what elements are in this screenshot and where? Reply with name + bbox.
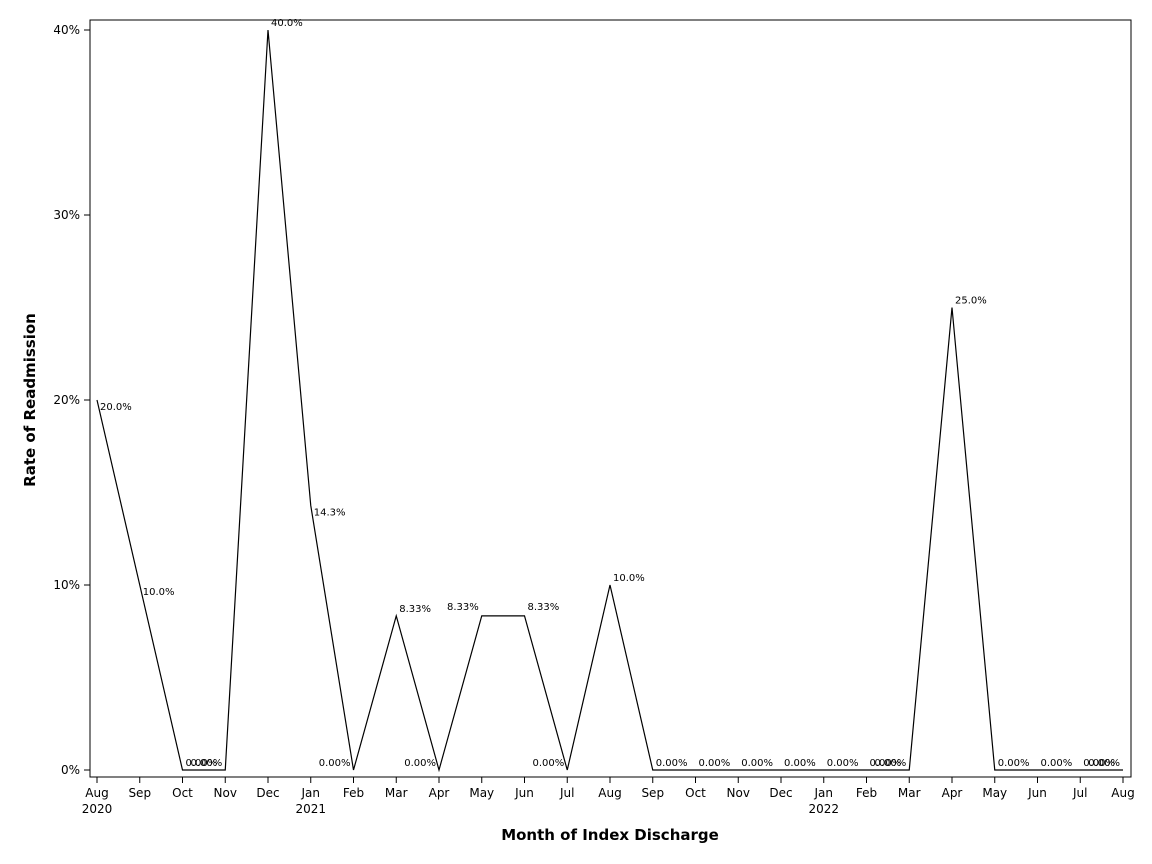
data-label: 0.00% (870, 758, 902, 769)
data-label: 0.00% (874, 758, 906, 769)
data-label: 10.0% (143, 587, 175, 598)
data-label: 25.0% (955, 296, 987, 307)
x-tick-label: Dec (769, 786, 792, 800)
y-axis-title: Rate of Readmission (21, 313, 39, 487)
data-label: 0.00% (1083, 758, 1115, 769)
x-axis: Aug 2020 Sep Oct Nov Dec Jan 2021 Feb Mar Apr May Ju… (82, 777, 1135, 816)
data-label: 0.00% (656, 758, 688, 769)
x-tick-label: Apr (942, 786, 963, 800)
data-label: 0.00% (532, 758, 564, 769)
x-tick-label: Sep (641, 786, 664, 800)
x-tick-year-label: 2021 (295, 802, 326, 816)
data-label: 0.00% (827, 758, 859, 769)
x-tick-label: Oct (172, 786, 193, 800)
x-tick-year-label: 2022 (808, 802, 839, 816)
data-label: 0.00% (784, 758, 816, 769)
y-tick-label: 0% (61, 763, 80, 777)
data-label: 0.00% (699, 758, 731, 769)
x-tick-label: Sep (128, 786, 151, 800)
data-label: 0.00% (404, 758, 436, 769)
x-tick-label: Aug (85, 786, 108, 800)
y-tick-label: 10% (53, 578, 80, 592)
x-tick-label: Jun (1027, 786, 1047, 800)
data-label: 0.00% (1041, 758, 1073, 769)
x-tick-year-label: 2020 (82, 802, 113, 816)
x-tick-label: Apr (429, 786, 450, 800)
data-label: 10.0% (613, 573, 645, 584)
x-tick-label: Nov (214, 786, 237, 800)
x-tick-label: Mar (385, 786, 408, 800)
data-labels: 20.0%10.0%0.00%0.00%40.0%14.3%0.00%8.33%… (100, 18, 1120, 769)
x-axis-title: Month of Index Discharge (501, 826, 719, 844)
x-tick-label: May (469, 786, 494, 800)
series (96, 29, 1123, 773)
y-tick-label: 30% (53, 208, 80, 222)
data-label: 20.0% (100, 402, 132, 413)
y-tick-label: 40% (53, 23, 80, 37)
data-label: 8.33% (399, 604, 431, 615)
data-label: 0.00% (186, 758, 218, 769)
y-tick-label: 20% (53, 393, 80, 407)
x-tick-label: Oct (685, 786, 706, 800)
data-label: 8.33% (447, 602, 479, 613)
x-tick-label: Feb (856, 786, 877, 800)
data-label: 0.00% (319, 758, 351, 769)
x-tick-label: Jun (514, 786, 534, 800)
data-label: 14.3% (314, 507, 346, 518)
x-tick-label: Nov (727, 786, 750, 800)
x-tick-label: Jan (301, 786, 321, 800)
x-tick-label: Dec (256, 786, 279, 800)
x-tick-label: Jul (1072, 786, 1087, 800)
x-tick-label: Feb (343, 786, 364, 800)
x-tick-label: May (982, 786, 1007, 800)
x-tick-label: Aug (1111, 786, 1134, 800)
data-label: 0.00% (1088, 758, 1120, 769)
series-line (96, 29, 1123, 773)
x-tick-label: Jan (814, 786, 834, 800)
x-tick-label: Jul (559, 786, 574, 800)
data-label: 0.00% (998, 758, 1030, 769)
data-label: 40.0% (271, 18, 303, 29)
data-label: 0.00% (190, 758, 222, 769)
y-axis: 0% 10% 20% 30% 40% (53, 23, 90, 777)
x-tick-label: Aug (598, 786, 621, 800)
data-label: 8.33% (528, 602, 560, 613)
data-label: 0.00% (741, 758, 773, 769)
x-tick-label: Mar (898, 786, 921, 800)
